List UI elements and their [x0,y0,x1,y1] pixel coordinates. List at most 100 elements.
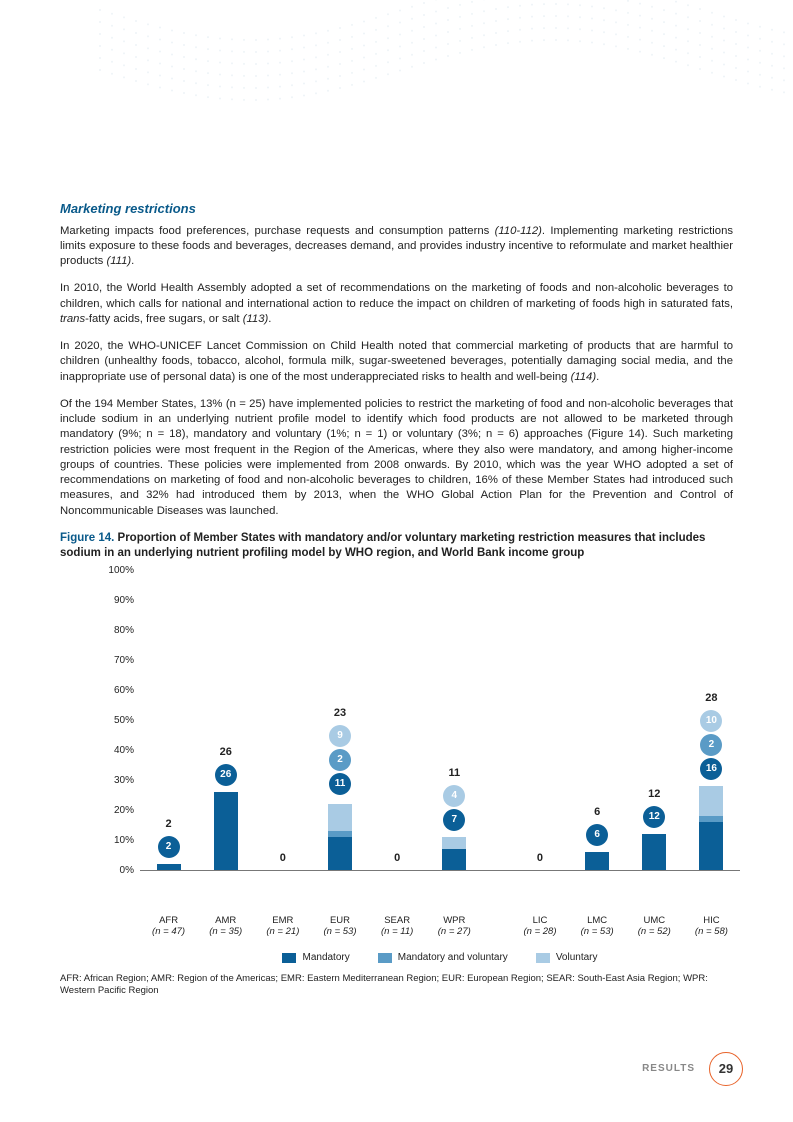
decorative-dots [0,0,793,180]
total-label: 0 [263,851,303,866]
y-tick-label: 0% [120,864,134,878]
y-tick-label: 100% [108,564,134,578]
x-label-SEAR: SEAR(n = 11) [369,911,426,938]
segment-mandatory [442,849,466,870]
total-label: 11 [434,766,474,781]
footer-section-label: RESULTS [642,1062,695,1076]
reference: (111) [106,255,131,267]
segment-mandatory [642,834,666,870]
total-label: 28 [691,691,731,706]
y-tick-label: 20% [114,804,134,818]
bar-LMC: 66 [569,571,626,870]
total-label: 2 [149,817,189,832]
value-bubble-mandatory: 7 [443,809,465,831]
value-bubble-mandatory: 6 [586,824,608,846]
value-bubble-voluntary: 9 [329,725,351,747]
page-footer: RESULTS 29 [642,1052,743,1086]
reference: (110-112) [495,225,542,237]
figure-number: Figure 14. [60,532,114,544]
paragraph-2: In 2010, the World Health Assembly adopt… [60,281,733,327]
segment-mandatory [699,822,723,870]
bar-WPR: 11 74 [426,571,483,870]
value-bubble-voluntary: 10 [700,710,722,732]
bar-AFR: 22 [140,571,197,870]
figure-title: Proportion of Member States with mandato… [60,532,705,559]
legend-item-mandatory: Mandatory [282,951,349,965]
y-axis: 0%10%20%30%40%50%60%70%80%90%100% [100,571,140,871]
x-label-WPR: WPR(n = 27) [426,911,483,938]
legend-swatch [378,953,392,963]
reference: (113) [243,313,269,325]
legend-item-mand_vol: Mandatory and voluntary [378,951,508,965]
section-heading: Marketing restrictions [60,200,733,218]
x-label-LIC: LIC(n = 28) [511,911,568,938]
reference: (114) [571,371,597,383]
value-bubble-mandatory: 2 [158,836,180,858]
paragraph-1: Marketing impacts food preferences, purc… [60,224,733,270]
text: In 2020, the WHO-UNICEF Lancet Commissio… [60,340,733,383]
x-label-EUR: EUR(n = 53) [311,911,368,938]
legend-item-voluntary: Voluntary [536,951,598,965]
legend-swatch [536,953,550,963]
total-label: 0 [377,851,417,866]
figure-caption: Figure 14. Proportion of Member States w… [60,531,733,561]
bar-LIC: 0 [511,571,568,870]
x-label-HIC: HIC(n = 58) [683,911,740,938]
text: Marketing impacts food preferences, purc… [60,225,495,237]
value-bubble-mandatory: 16 [700,758,722,780]
y-tick-label: 40% [114,744,134,758]
paragraph-4: Of the 194 Member States, 13% (n = 25) h… [60,397,733,519]
legend-label: Mandatory and voluntary [398,951,508,965]
paragraph-3: In 2020, the WHO-UNICEF Lancet Commissio… [60,339,733,385]
x-label-AFR: AFR(n = 47) [140,911,197,938]
legend-label: Voluntary [556,951,598,965]
value-bubble-mand_vol: 2 [329,749,351,771]
value-bubble-mandatory: 12 [643,806,665,828]
y-tick-label: 90% [114,594,134,608]
x-label-EMR: EMR(n = 21) [254,911,311,938]
plot-area: 22262602311290117406612122816210 [140,571,740,871]
text: -fatty acids, free sugars, or salt [85,313,243,325]
value-bubble-voluntary: 4 [443,785,465,807]
segment-voluntary [328,804,352,831]
y-tick-label: 10% [114,834,134,848]
italic-text: trans [60,313,85,325]
y-tick-label: 70% [114,654,134,668]
x-label-LMC: LMC(n = 53) [569,911,626,938]
x-label-AMR: AMR(n = 35) [197,911,254,938]
legend-label: Mandatory [302,951,349,965]
page-number: 29 [709,1052,743,1086]
bar-EMR: 0 [254,571,311,870]
text: . [131,255,134,267]
segment-voluntary [699,786,723,816]
segment-mandatory [214,792,238,870]
total-label: 6 [577,805,617,820]
total-label: 23 [320,706,360,721]
y-tick-label: 30% [114,774,134,788]
total-label: 12 [634,787,674,802]
bar-AMR: 2626 [197,571,254,870]
y-tick-label: 60% [114,684,134,698]
text: In 2010, the World Health Assembly adopt… [60,282,733,309]
value-bubble-mandatory: 26 [215,764,237,786]
bar-UMC: 1212 [626,571,683,870]
chart: 0%10%20%30%40%50%60%70%80%90%100% 222626… [100,571,740,965]
text: . [268,313,271,325]
segment-mandatory [585,852,609,870]
legend: Mandatory Mandatory and voluntary Voluntar… [140,951,740,965]
total-label: 0 [520,851,560,866]
value-bubble-mandatory: 11 [329,773,351,795]
x-label-UMC: UMC(n = 52) [626,911,683,938]
total-label: 26 [206,745,246,760]
x-axis-labels: AFR(n = 47)AMR(n = 35)EMR(n = 21)EUR(n =… [140,911,740,938]
text: . [596,371,599,383]
legend-swatch [282,953,296,963]
y-tick-label: 80% [114,624,134,638]
y-tick-label: 50% [114,714,134,728]
segment-mandatory [157,864,181,870]
bar-HIC: 28 16210 [683,571,740,870]
value-bubble-mand_vol: 2 [700,734,722,756]
bar-SEAR: 0 [369,571,426,870]
segment-voluntary [442,837,466,849]
bar-EUR: 23 1129 [311,571,368,870]
